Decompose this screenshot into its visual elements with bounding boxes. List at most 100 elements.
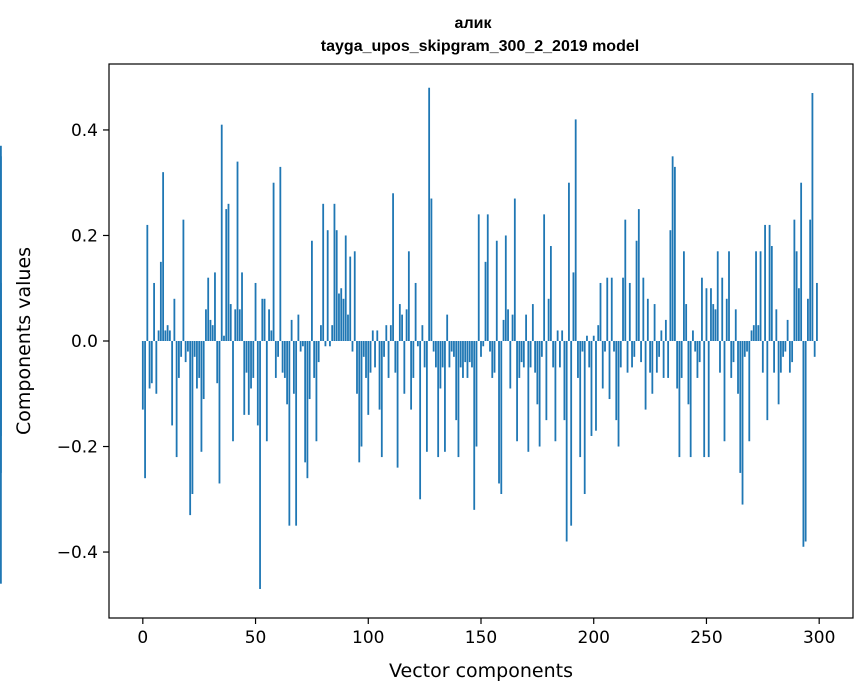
bar [581, 341, 584, 352]
bar [378, 341, 381, 410]
bar [232, 341, 234, 442]
x-tick-label: 150 [465, 628, 497, 648]
bar [626, 341, 629, 373]
bar [486, 214, 489, 341]
bar [608, 341, 611, 400]
bar [572, 272, 575, 341]
bar [333, 203, 336, 341]
bar [374, 341, 376, 368]
bar [218, 341, 221, 484]
bar [592, 335, 595, 341]
bar [498, 341, 500, 484]
bar [676, 341, 679, 389]
bar [268, 309, 270, 341]
bar [301, 341, 304, 347]
bar [227, 203, 230, 341]
bar [211, 325, 214, 341]
bar [816, 282, 818, 341]
bar [788, 341, 791, 373]
bar [692, 330, 694, 341]
x-tick-label: 100 [352, 628, 384, 648]
bar [518, 341, 521, 378]
bar [683, 251, 685, 341]
bar [545, 341, 548, 421]
bar [419, 341, 422, 500]
bar [489, 341, 491, 352]
bar [655, 341, 658, 373]
bar [455, 341, 458, 421]
bar [0, 145, 2, 341]
bar [338, 293, 340, 341]
bar [306, 341, 309, 479]
bar [732, 341, 735, 363]
bar [613, 341, 615, 352]
bar [689, 341, 692, 458]
bar [335, 230, 338, 341]
x-tick-label: 200 [578, 628, 610, 648]
bar [162, 172, 165, 341]
bar [734, 309, 737, 341]
bar [725, 298, 728, 341]
bar [782, 341, 785, 357]
bar [809, 219, 812, 341]
bar [331, 325, 334, 341]
bar [768, 224, 771, 341]
bar [633, 341, 636, 357]
bar [770, 246, 773, 341]
bar [595, 341, 597, 431]
x-axis-ticks: 0 50 100 150 200 250 300 [137, 618, 835, 648]
bar [473, 341, 476, 510]
bar [696, 341, 699, 378]
bar [351, 341, 354, 352]
bar [362, 341, 365, 357]
bar [297, 314, 300, 341]
bar [721, 277, 724, 341]
bar [308, 341, 311, 400]
bar [660, 330, 663, 341]
y-tick-label: 0.4 [71, 121, 98, 141]
bar [360, 341, 363, 447]
bar [398, 304, 401, 341]
bar [761, 341, 764, 373]
bar [662, 341, 665, 378]
bar [764, 224, 766, 341]
bar [252, 341, 255, 378]
bar [0, 341, 2, 584]
bar [155, 341, 158, 394]
bar [423, 341, 426, 368]
bar [667, 341, 670, 378]
bar [205, 309, 207, 341]
bar [755, 251, 757, 341]
bar [311, 240, 313, 341]
bar [295, 341, 298, 526]
bar [673, 166, 676, 341]
bar [511, 314, 514, 341]
chart-subtitle: tayga_upos_skipgram_300_2_2019 model [321, 38, 639, 55]
y-axis-ticks: −0.4 −0.2 0.0 0.2 0.4 [57, 121, 109, 563]
bar [389, 325, 392, 341]
bar [367, 341, 370, 415]
bar [198, 341, 201, 378]
bar [561, 330, 564, 341]
bar [326, 230, 329, 341]
bar [322, 203, 325, 341]
bar [635, 240, 638, 341]
bar [703, 341, 706, 458]
bar [637, 209, 640, 341]
bar [315, 341, 318, 442]
bar [394, 341, 397, 373]
bar [238, 309, 241, 341]
bar [658, 341, 661, 357]
bar [168, 330, 171, 341]
bar [520, 341, 523, 363]
bar [462, 341, 464, 378]
bar [491, 341, 494, 378]
bar [529, 341, 532, 368]
y-tick-label: −0.4 [57, 543, 98, 563]
bar [407, 251, 410, 341]
bar [191, 341, 194, 495]
bar [243, 341, 246, 415]
bar [146, 224, 149, 341]
bar [441, 341, 444, 368]
